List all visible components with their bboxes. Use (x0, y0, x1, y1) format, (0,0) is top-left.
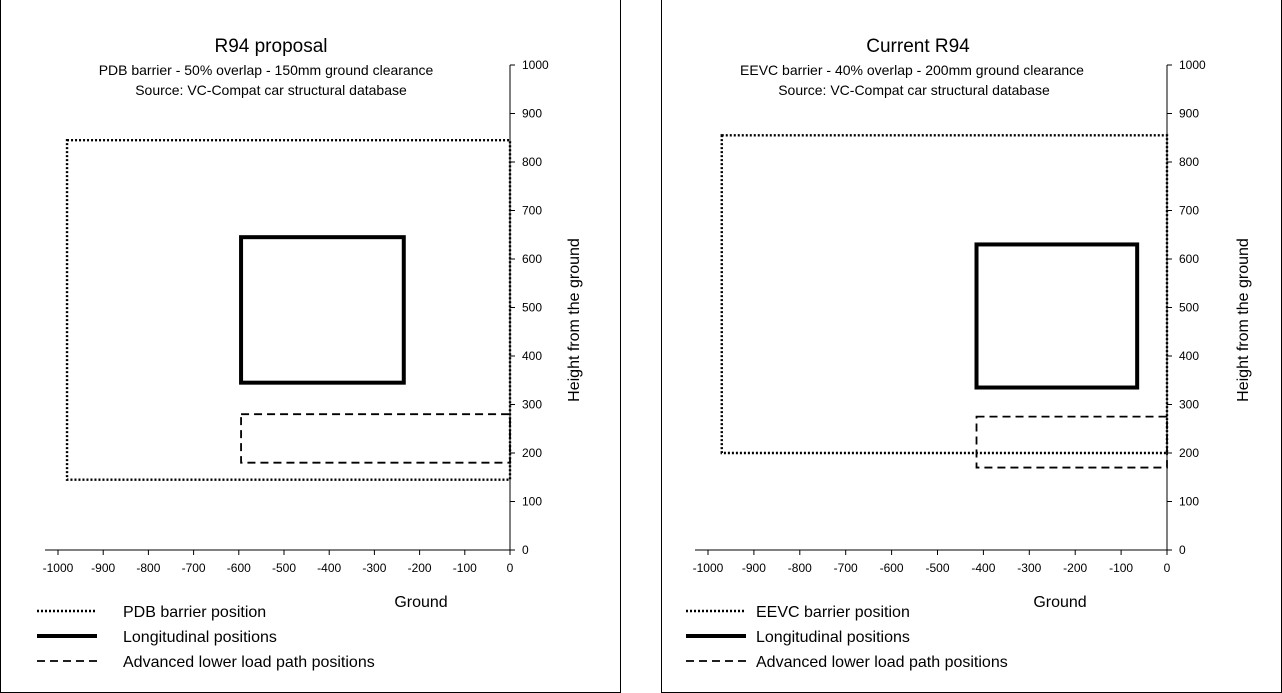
x-tick-label: -100 (453, 561, 477, 575)
x-tick-label: -400 (317, 561, 341, 575)
y-tick-label: 100 (1179, 495, 1199, 509)
x-tick-label: 0 (1164, 561, 1171, 575)
y-tick-label: 0 (522, 543, 529, 557)
chart-panel-right: Current R94 EEVC barrier - 40% overlap - … (661, 0, 1282, 693)
x-tick-label: -300 (1017, 561, 1041, 575)
chart-title: R94 proposal (214, 36, 327, 57)
y-tick-label: 100 (522, 495, 542, 509)
x-tick-label: -200 (408, 561, 432, 575)
shape-lower_load (240, 413, 511, 464)
y-tick-label: 800 (1179, 155, 1199, 169)
chart-svg-right: Current R94 EEVC barrier - 40% overlap - … (686, 36, 1252, 671)
chart-subtitle-1: EEVC barrier - 40% overlap - 200mm groun… (740, 62, 1084, 78)
x-tick-label: -800 (788, 561, 812, 575)
x-tick-label: -1000 (43, 561, 74, 575)
y-axis-label: Height from the ground (566, 238, 583, 402)
shape-longitudinal (239, 235, 406, 385)
x-tick-label: -700 (182, 561, 206, 575)
chart-svg-left: R94 proposal PDB barrier - 50% overlap - … (37, 36, 583, 671)
y-tick-label: 600 (522, 252, 542, 266)
x-axis-label: Ground (394, 594, 447, 611)
y-tick-label: 400 (1179, 349, 1199, 363)
y-axis-label: Height from the ground (1235, 238, 1252, 402)
shape-lower_load (975, 415, 1168, 469)
x-axis-label: Ground (1033, 594, 1086, 611)
x-tick-label: -500 (925, 561, 949, 575)
y-tick-label: 900 (522, 107, 542, 121)
chart-subtitle-1: PDB barrier - 50% overlap - 150mm ground… (99, 62, 434, 78)
chart-subtitle-2: Source: VC-Compat car structural databas… (778, 82, 1050, 98)
x-tick-label: -600 (880, 561, 904, 575)
y-tick-label: 700 (522, 204, 542, 218)
legend-label-barrier: PDB barrier position (123, 604, 266, 621)
chart-title: Current R94 (866, 36, 970, 57)
chart-panel-left: R94 proposal PDB barrier - 50% overlap - … (0, 0, 621, 693)
y-tick-label: 1000 (1179, 58, 1206, 72)
y-tick-label: 500 (1179, 301, 1199, 315)
shape-barrier (720, 134, 1169, 455)
chart-subtitle-2: Source: VC-Compat car structural databas… (135, 82, 407, 98)
legend-label-barrier: EEVC barrier position (756, 604, 910, 621)
x-tick-label: 0 (507, 561, 514, 575)
y-tick-label: 400 (522, 349, 542, 363)
x-tick-label: -500 (272, 561, 296, 575)
x-tick-label: -1000 (693, 561, 724, 575)
y-tick-label: 200 (1179, 446, 1199, 460)
y-tick-label: 0 (1179, 543, 1186, 557)
legend-label-lower_load: Advanced lower load path positions (123, 654, 375, 671)
y-tick-label: 700 (1179, 204, 1199, 218)
shape-longitudinal (974, 242, 1140, 390)
y-tick-label: 500 (522, 301, 542, 315)
x-tick-label: -200 (1063, 561, 1087, 575)
y-tick-label: 900 (1179, 107, 1199, 121)
x-tick-label: -400 (971, 561, 995, 575)
x-tick-label: -300 (362, 561, 386, 575)
y-tick-label: 300 (522, 398, 542, 412)
y-tick-label: 600 (1179, 252, 1199, 266)
legend-label-longitudinal: Longitudinal positions (756, 629, 910, 646)
y-tick-label: 800 (522, 155, 542, 169)
y-tick-label: 1000 (522, 58, 549, 72)
x-tick-label: -900 (91, 561, 115, 575)
y-tick-label: 200 (522, 446, 542, 460)
legend-label-longitudinal: Longitudinal positions (123, 629, 277, 646)
shape-barrier (65, 138, 512, 481)
x-tick-label: -100 (1109, 561, 1133, 575)
x-tick-label: -900 (742, 561, 766, 575)
x-tick-label: -600 (227, 561, 251, 575)
y-tick-label: 300 (1179, 398, 1199, 412)
x-tick-label: -800 (136, 561, 160, 575)
legend-label-lower_load: Advanced lower load path positions (756, 654, 1008, 671)
x-tick-label: -700 (834, 561, 858, 575)
